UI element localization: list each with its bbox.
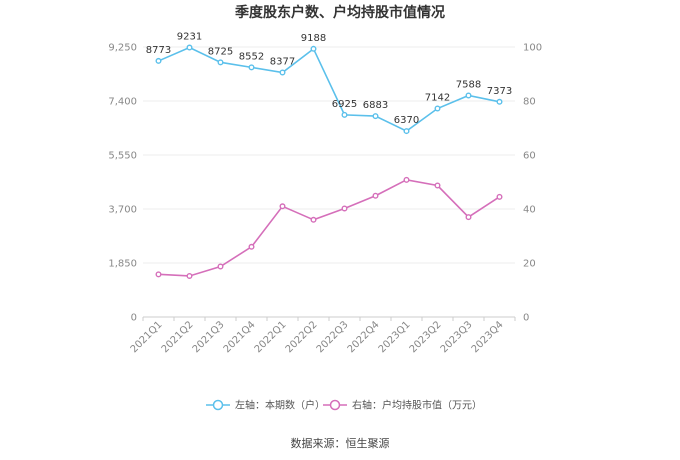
x-tick-label: 2023Q3: [439, 319, 475, 355]
x-tick-label: 2021Q1: [129, 319, 165, 355]
data-label: 6925: [332, 99, 357, 110]
left-tick-label: 7,400: [108, 97, 137, 108]
legend-marker: [212, 399, 224, 411]
data-point-1: [186, 272, 193, 279]
legend-label: 右轴：户均持股市值（万元）: [352, 399, 482, 412]
right-tick-label: 20: [523, 259, 536, 270]
right-axis: 0 20 40 60 80 100: [523, 43, 542, 324]
data-label: 9188: [301, 33, 326, 44]
x-tick-label: 2021Q3: [191, 319, 227, 355]
data-label: 9231: [177, 32, 202, 43]
left-axis: 0 1,850 3,700 5,550 7,400 9,250: [108, 43, 137, 324]
data-point-1: [248, 243, 255, 250]
left-tick-label: 1,850: [108, 259, 137, 270]
data-point-0: [310, 45, 317, 52]
left-tick-label: 0: [131, 313, 137, 324]
data-point-0: [279, 69, 286, 76]
x-tick-label: 2021Q4: [222, 319, 258, 355]
x-tick-label: 2022Q2: [284, 319, 320, 355]
left-tick-label: 5,550: [108, 151, 137, 162]
right-tick-label: 40: [523, 205, 536, 216]
legend-item-1[interactable]: 右轴：户均持股市值（万元）: [323, 399, 482, 412]
right-tick-label: 80: [523, 97, 536, 108]
data-point-1: [155, 271, 162, 278]
data-point-0: [186, 44, 193, 51]
data-point-0: [434, 105, 441, 112]
data-point-0: [248, 64, 255, 71]
data-point-1: [341, 205, 348, 212]
data-point-1: [434, 182, 441, 189]
data-source: 数据来源：恒生聚源: [291, 436, 390, 450]
data-point-0: [372, 113, 379, 120]
x-tick-label: 2023Q4: [470, 319, 506, 355]
data-label: 7588: [456, 80, 481, 91]
data-point-0: [341, 111, 348, 118]
data-point-1: [372, 192, 379, 199]
data-label: 6370: [394, 115, 419, 126]
data-point-1: [465, 214, 472, 221]
x-axis: 2021Q12021Q22021Q32021Q42022Q12022Q22022…: [129, 317, 516, 355]
data-point-0: [155, 57, 162, 64]
series-layer: 8773 9231 8725 8552 8377 9188 6925 6883 6370 7142…: [146, 32, 512, 279]
data-label: 7373: [487, 86, 512, 97]
legend: 左轴：本期数（户） 右轴：户均持股市值（万元）: [206, 399, 482, 412]
x-tick-label: 2023Q1: [377, 319, 413, 355]
data-label: 8773: [146, 45, 171, 56]
x-tick-label: 2021Q2: [160, 319, 196, 355]
data-point-0: [496, 98, 503, 105]
x-tick-label: 2022Q3: [315, 319, 351, 355]
right-tick-label: 60: [523, 151, 536, 162]
data-point-1: [279, 203, 286, 210]
legend-label: 左轴：本期数（户）: [235, 399, 325, 412]
series-line-0: [158, 46, 500, 132]
data-label: 8377: [270, 56, 295, 67]
right-tick-label: 100: [523, 43, 542, 54]
legend-marker: [329, 399, 341, 411]
x-tick-label: 2022Q1: [253, 319, 289, 355]
data-point-1: [310, 216, 317, 223]
data-point-1: [217, 263, 224, 270]
data-point-0: [217, 59, 224, 66]
data-label: 8725: [208, 46, 233, 57]
data-label: 8552: [239, 51, 264, 62]
left-tick-label: 3,700: [108, 205, 137, 216]
series-line-1: [158, 179, 500, 277]
legend-item-0[interactable]: 左轴：本期数（户）: [206, 399, 325, 412]
data-point-1: [403, 176, 410, 183]
data-point-0: [403, 128, 410, 135]
data-label: 6883: [363, 100, 388, 111]
right-tick-label: 0: [523, 313, 529, 324]
x-tick-label: 2022Q4: [346, 319, 382, 355]
data-point-1: [496, 193, 503, 200]
left-tick-label: 9,250: [108, 43, 137, 54]
x-tick-label: 2023Q2: [408, 319, 444, 355]
data-label: 7142: [425, 93, 450, 104]
chart-title: 季度股东户数、户均持股市值情况: [234, 4, 445, 21]
data-point-0: [465, 92, 472, 99]
